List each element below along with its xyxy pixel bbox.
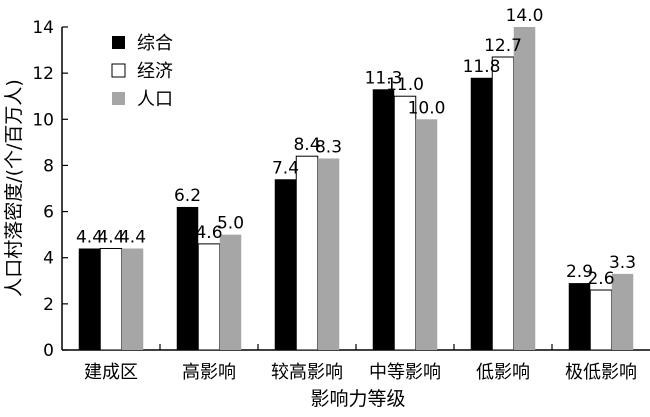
legend-label: 综合 (137, 33, 173, 54)
bar-value-label: 4.4 (119, 227, 146, 247)
bar-value-label: 8.3 (315, 138, 342, 158)
x-tick-label: 低影响 (476, 362, 530, 383)
bar-series-1 (99, 247, 123, 351)
legend-swatch (112, 92, 125, 105)
bar-series-2 (121, 248, 144, 350)
bar-series-2 (219, 234, 242, 350)
y-tick-label: 12 (32, 64, 54, 84)
y-tick-label: 2 (43, 295, 54, 315)
y-tick-label: 14 (32, 18, 54, 38)
legend-swatch (111, 63, 126, 78)
bar-value-label: 11.3 (365, 68, 403, 88)
bar-series-2 (611, 273, 634, 350)
bar-series-0 (176, 206, 199, 350)
bar-value-label: 2.9 (566, 262, 593, 282)
y-tick-label: 0 (43, 341, 54, 361)
value-labels-layer: 4.44.44.46.24.65.07.48.48.311.311.010.01… (76, 6, 636, 289)
bar-value-label: 10.0 (408, 98, 446, 118)
legend-label: 经济 (137, 61, 173, 82)
bars-layer (78, 27, 634, 351)
y-tick-label: 8 (43, 156, 54, 176)
legend-label: 人口 (137, 89, 173, 110)
bar-series-0 (372, 89, 395, 351)
bar-series-1 (393, 95, 417, 351)
bar-value-label: 4.4 (76, 227, 103, 247)
bar-value-label: 3.3 (609, 253, 636, 273)
bar-value-label: 12.7 (484, 36, 522, 56)
bar-series-2 (317, 158, 340, 350)
bar-value-label: 14.0 (506, 6, 544, 26)
bar-value-label: 2.6 (587, 269, 614, 289)
x-tick-label: 较高影响 (271, 362, 343, 383)
axes-layer: 0 2 4 6 8 10 12 14 建成区 高影响 较高影响 中等影响 低影响 极低影响 (32, 18, 650, 383)
bar-series-1 (589, 289, 613, 351)
bar-value-label: 8.4 (293, 135, 320, 155)
bar-series-1 (295, 155, 319, 351)
x-tick-label: 中等影响 (369, 362, 441, 383)
bar-value-label: 11.8 (463, 57, 501, 77)
legend-swatch (112, 36, 125, 49)
y-tick-label: 4 (43, 249, 54, 269)
bar-series-1 (491, 56, 515, 351)
x-tick-label: 高影响 (182, 362, 236, 383)
y-tick-label: 6 (43, 203, 54, 223)
bar-value-label: 4.4 (97, 227, 124, 247)
bar-series-1 (197, 243, 221, 351)
bar-value-label: 4.6 (195, 223, 222, 243)
bar-series-2 (513, 27, 536, 350)
bar-series-0 (568, 283, 591, 350)
bar-value-label: 5.0 (217, 214, 244, 234)
x-tick-label: 极低影响 (565, 362, 637, 383)
bar-value-label: 11.0 (386, 75, 424, 95)
bar-series-0 (470, 77, 493, 350)
bar-value-label: 6.2 (174, 186, 201, 206)
y-tick-label: 10 (32, 110, 54, 130)
bar-series-2 (415, 119, 438, 351)
y-axis-title: 人口村落密度/(个/百万人) (3, 79, 25, 297)
bar-value-label: 7.4 (272, 158, 299, 178)
bar-series-0 (274, 179, 297, 350)
x-tick-label: 建成区 (84, 362, 138, 383)
x-axis-title: 影响力等级 (310, 388, 405, 410)
bar-series-0 (78, 248, 101, 350)
